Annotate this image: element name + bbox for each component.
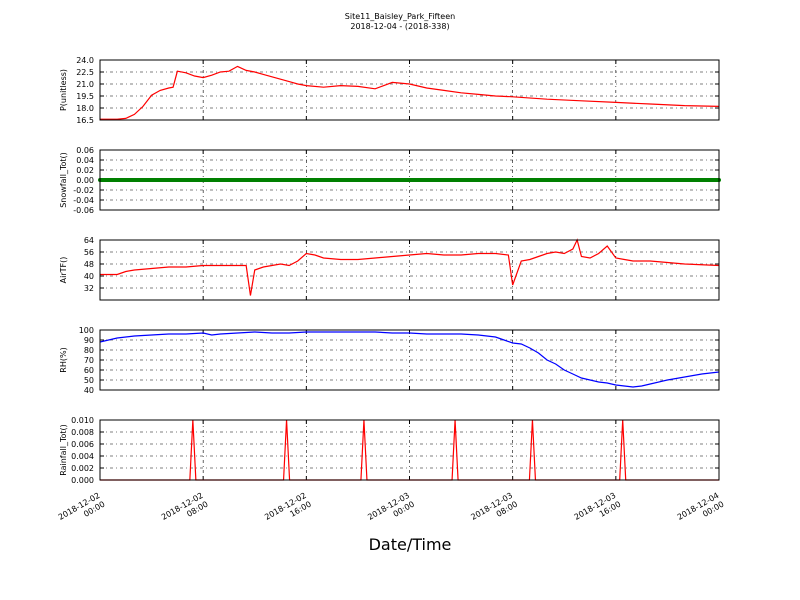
y-tick-label: 24.0 (76, 56, 94, 65)
axes-frame (99, 239, 720, 301)
y-tick-label: 50 (84, 376, 94, 385)
y-tick-label: 0.004 (71, 452, 94, 461)
y-axis-label: P(unitless) (59, 69, 68, 111)
axes-frame (99, 59, 720, 121)
y-tick-label: 0.02 (76, 166, 94, 175)
series-line (99, 331, 720, 388)
y-tick-label: -0.02 (73, 186, 94, 195)
y-tick-label: 18.0 (76, 104, 94, 113)
y-tick-label: 21.0 (76, 80, 94, 89)
y-tick-label: 0.002 (71, 464, 94, 473)
axes-frame (99, 329, 720, 391)
y-tick-label: 0.000 (71, 476, 94, 485)
y-tick-label: 64 (84, 236, 94, 245)
y-tick-label: 80 (84, 346, 94, 355)
y-tick-label: 22.5 (76, 68, 94, 77)
y-tick-label: 0.06 (76, 146, 94, 155)
y-tick-label: 0.04 (76, 156, 94, 165)
panel-3: 32 40 48 56 64 AirTF() (59, 236, 720, 301)
series-line (100, 65, 720, 120)
y-axis-label: Rainfall_Tot() (59, 424, 68, 476)
y-axis-label: Snowfall_Tot() (59, 152, 68, 208)
panels: 16.5 18.0 19.5 21.0 22.5 24.0 P(unitless) -0.06… (59, 56, 721, 485)
axes-frame (99, 149, 720, 211)
y-tick-label: 60 (84, 366, 94, 375)
y-tick-label: 32 (84, 284, 94, 293)
y-tick-label: 0.008 (71, 428, 94, 437)
y-tick-label: 0.010 (71, 416, 94, 425)
y-tick-label: -0.04 (73, 196, 94, 205)
y-tick-label: 19.5 (76, 92, 94, 101)
axes-frame (99, 419, 720, 481)
panel-2: -0.06-0.04-0.020.000.020.040.06 Snowfall_… (59, 146, 721, 215)
y-tick-label: 56 (84, 248, 94, 257)
series-line (100, 238, 720, 296)
panel-5: 0.000 0.002 0.004 0.006 0.008 0.010Rainfall_T… (59, 416, 720, 485)
figure-title-line1: Site11_Baisley_Park_Fifteen (345, 12, 455, 21)
y-tick-label: 16.5 (76, 116, 94, 125)
y-tick-label: 40 (84, 386, 94, 395)
y-tick-label: 100 (79, 326, 94, 335)
y-tick-label: 0.00 (76, 176, 94, 185)
x-axis-label: Date/Time (369, 535, 452, 554)
figure-title-line2: 2018-12-04 - (2018-338) (350, 22, 449, 31)
panel-1: 16.5 18.0 19.5 21.0 22.5 24.0 P(unitless) (59, 56, 720, 125)
y-tick-label: 90 (84, 336, 94, 345)
y-axis-label: AirTF() (59, 257, 68, 284)
y-tick-label: 40 (84, 272, 94, 281)
y-axis-label: RH(%) (59, 347, 68, 372)
y-tick-label: -0.06 (73, 206, 94, 215)
y-tick-label: 0.006 (71, 440, 94, 449)
y-tick-label: 70 (84, 356, 94, 365)
y-tick-label: 48 (84, 260, 94, 269)
